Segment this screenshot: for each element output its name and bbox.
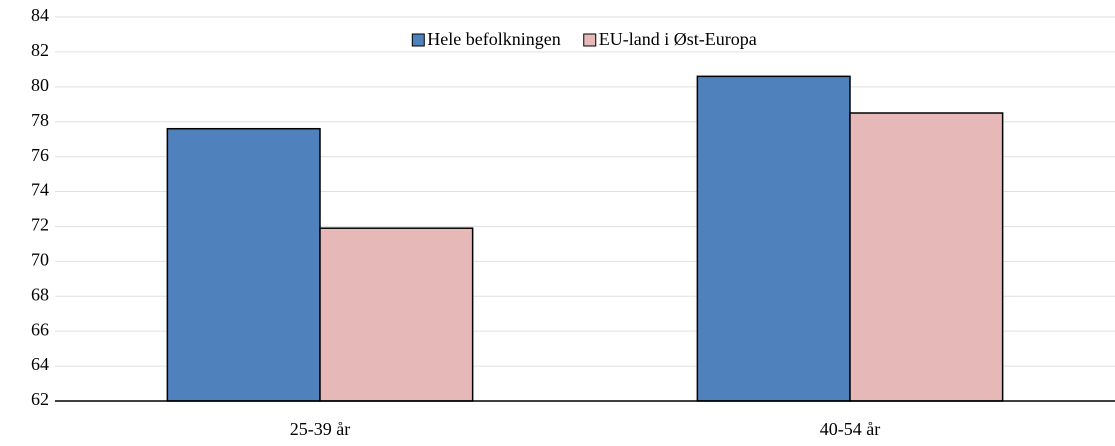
bar	[849, 112, 1004, 402]
legend-swatch	[411, 33, 425, 47]
y-tick-label: 80	[31, 75, 49, 95]
y-tick-label: 84	[31, 5, 49, 25]
legend-label: Hele befolkningen	[427, 29, 560, 49]
bar	[319, 227, 474, 402]
y-tick-label: 82	[31, 40, 49, 60]
bar	[166, 127, 321, 402]
legend-label: EU-land i Øst-Europa	[599, 29, 757, 49]
y-tick-label: 68	[31, 284, 49, 304]
y-tick-label: 72	[31, 215, 49, 235]
bar	[696, 75, 851, 402]
y-tick-label: 76	[31, 145, 49, 165]
legend-swatch	[583, 33, 597, 47]
y-tick-label: 70	[31, 249, 49, 269]
y-tick-label: 74	[31, 180, 49, 200]
y-tick-label: 66	[31, 319, 49, 339]
y-tick-label: 78	[31, 110, 49, 130]
y-tick-label: 62	[31, 389, 49, 409]
y-tick-label: 64	[31, 354, 49, 374]
x-tick-label: 25-39 år	[290, 419, 350, 439]
x-tick-label: 40-54 år	[820, 419, 880, 439]
